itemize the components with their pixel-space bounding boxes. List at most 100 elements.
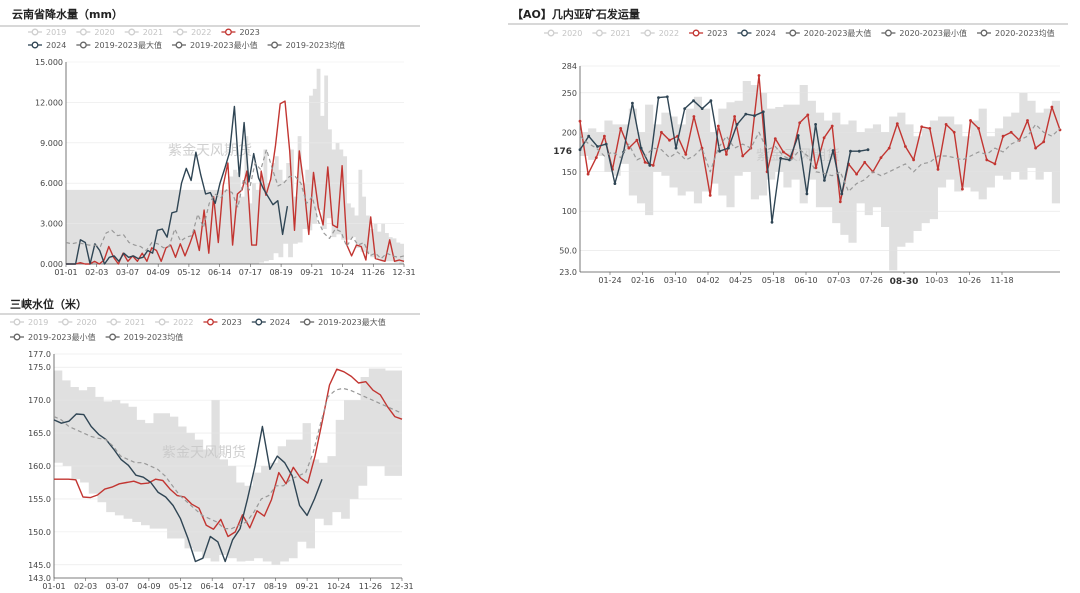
legend-item[interactable]: 2019-2023最大值 bbox=[300, 317, 386, 327]
legend-swatch-dot bbox=[980, 29, 988, 37]
data-point bbox=[912, 158, 915, 162]
data-point bbox=[796, 134, 800, 137]
data-point bbox=[619, 126, 623, 130]
data-point bbox=[733, 115, 736, 118]
legend-item[interactable]: 2023 bbox=[689, 29, 727, 38]
x-tick-label: 06-14 bbox=[201, 582, 224, 591]
legend-item[interactable]: 2022 bbox=[640, 29, 679, 38]
legend-label: 2023 bbox=[239, 28, 259, 37]
legend-item[interactable]: 2021 bbox=[592, 29, 631, 38]
data-point bbox=[660, 130, 663, 134]
y-tick-label: 170.0 bbox=[28, 396, 51, 405]
legend-item[interactable]: 2019-2023最小值 bbox=[171, 40, 258, 50]
x-tick-label: 02-03 bbox=[85, 268, 108, 277]
data-point bbox=[770, 220, 774, 224]
legend-swatch-dot bbox=[271, 41, 279, 49]
data-point bbox=[631, 101, 634, 105]
legend-item[interactable]: 2020-2023最小值 bbox=[881, 28, 967, 38]
data-point bbox=[578, 119, 582, 123]
legend-item[interactable]: 2019 bbox=[10, 318, 48, 327]
y-tick-label: 200 bbox=[562, 128, 577, 137]
legend-item[interactable]: 2023 bbox=[203, 318, 242, 327]
legend-label: 2024 bbox=[755, 29, 775, 38]
dam-chart: 三峡水位（米） 2019 2020 2021 2022 2023 2024 2019-2023… bbox=[0, 297, 420, 591]
legend-swatch-dot bbox=[884, 29, 892, 37]
data-point bbox=[823, 179, 826, 182]
legend-swatch-dot bbox=[175, 41, 183, 49]
legend-item[interactable]: 2022 bbox=[155, 318, 193, 327]
legend-label: 2021 bbox=[125, 318, 145, 327]
y-tick-label: 145.0 bbox=[28, 561, 51, 570]
data-point bbox=[586, 172, 590, 176]
data-point bbox=[744, 112, 748, 116]
x-tick-label: 10-03 bbox=[925, 276, 948, 285]
data-point bbox=[708, 194, 712, 197]
legend-label: 2019-2023最大值 bbox=[318, 317, 386, 327]
data-point bbox=[594, 156, 598, 160]
legend-item[interactable]: 2020 bbox=[544, 29, 582, 38]
x-tick-label: 01-01 bbox=[42, 582, 65, 591]
data-point bbox=[668, 138, 671, 142]
legend-item[interactable]: 2024 bbox=[251, 318, 290, 327]
x-tick-label: 07-17 bbox=[232, 582, 255, 591]
legend-swatch-dot bbox=[110, 318, 118, 326]
data-point bbox=[665, 95, 669, 99]
legend-label: 2020-2023均值 bbox=[995, 28, 1055, 38]
data-point bbox=[1034, 146, 1037, 150]
data-point bbox=[928, 126, 932, 130]
y-tick-label: 284 bbox=[562, 62, 577, 71]
y-tick-label: 155.0 bbox=[28, 495, 51, 504]
data-point bbox=[863, 160, 867, 164]
x-tick-label: 10-26 bbox=[958, 276, 981, 285]
data-point bbox=[788, 158, 791, 162]
legend-item[interactable]: 2023 bbox=[221, 28, 260, 37]
legend-item[interactable]: 2021 bbox=[106, 318, 145, 327]
y-tick-label: 250 bbox=[562, 89, 577, 98]
legend-item[interactable]: 2022 bbox=[173, 28, 211, 37]
x-tick-label: 06-14 bbox=[208, 268, 231, 277]
x-tick-label: 04-09 bbox=[137, 582, 160, 591]
data-point bbox=[692, 115, 696, 118]
y-marker-bg bbox=[550, 145, 574, 157]
series-line-2024 bbox=[66, 105, 289, 265]
legend-item[interactable]: 2020 bbox=[58, 318, 97, 327]
legend-swatch-dot bbox=[79, 28, 87, 36]
data-point bbox=[879, 156, 883, 160]
legend-swatch-dot bbox=[789, 29, 797, 37]
legend-item[interactable]: 2019-2023均值 bbox=[267, 40, 346, 50]
data-point bbox=[727, 146, 730, 150]
y-tick-label: 100 bbox=[562, 207, 577, 216]
series-line-20192023 bbox=[53, 387, 403, 530]
legend-item[interactable]: 2019-2023均值 bbox=[105, 332, 184, 342]
y-tick-label: 177.0 bbox=[28, 350, 51, 359]
legend-item[interactable]: 2019 bbox=[28, 28, 66, 37]
legend-label: 2022 bbox=[191, 28, 211, 37]
data-point bbox=[657, 96, 660, 99]
series-line-20192023 bbox=[65, 148, 405, 260]
legend-label: 2020 bbox=[562, 29, 582, 38]
legend-item[interactable]: 2020-2023均值 bbox=[977, 28, 1055, 38]
data-point bbox=[782, 150, 785, 154]
x-tick-label: 03-07 bbox=[116, 268, 139, 277]
legend-item[interactable]: 2020 bbox=[76, 28, 115, 37]
data-point bbox=[944, 123, 948, 126]
legend-item[interactable]: 2021 bbox=[124, 28, 163, 37]
legend-item[interactable]: 2020-2023最大值 bbox=[785, 28, 872, 38]
legend-item[interactable]: 2024 bbox=[28, 41, 66, 50]
data-point bbox=[961, 187, 964, 191]
data-point bbox=[716, 124, 720, 128]
x-tick-label: 04-25 bbox=[729, 276, 752, 285]
data-point bbox=[857, 149, 861, 153]
legend-label: 2020 bbox=[76, 318, 96, 327]
data-point bbox=[684, 153, 688, 156]
legend-item[interactable]: 2019-2023最大值 bbox=[76, 40, 162, 50]
data-point bbox=[814, 166, 818, 170]
legend-swatch-dot bbox=[692, 29, 700, 37]
x-tick-label: 09-21 bbox=[300, 268, 323, 277]
data-point bbox=[648, 164, 652, 167]
legend-item[interactable]: 2019-2023最小值 bbox=[10, 332, 96, 342]
data-point bbox=[814, 123, 817, 126]
legend-item[interactable]: 2024 bbox=[737, 29, 776, 38]
legend-swatch-dot bbox=[128, 28, 136, 36]
data-point bbox=[1042, 140, 1046, 144]
